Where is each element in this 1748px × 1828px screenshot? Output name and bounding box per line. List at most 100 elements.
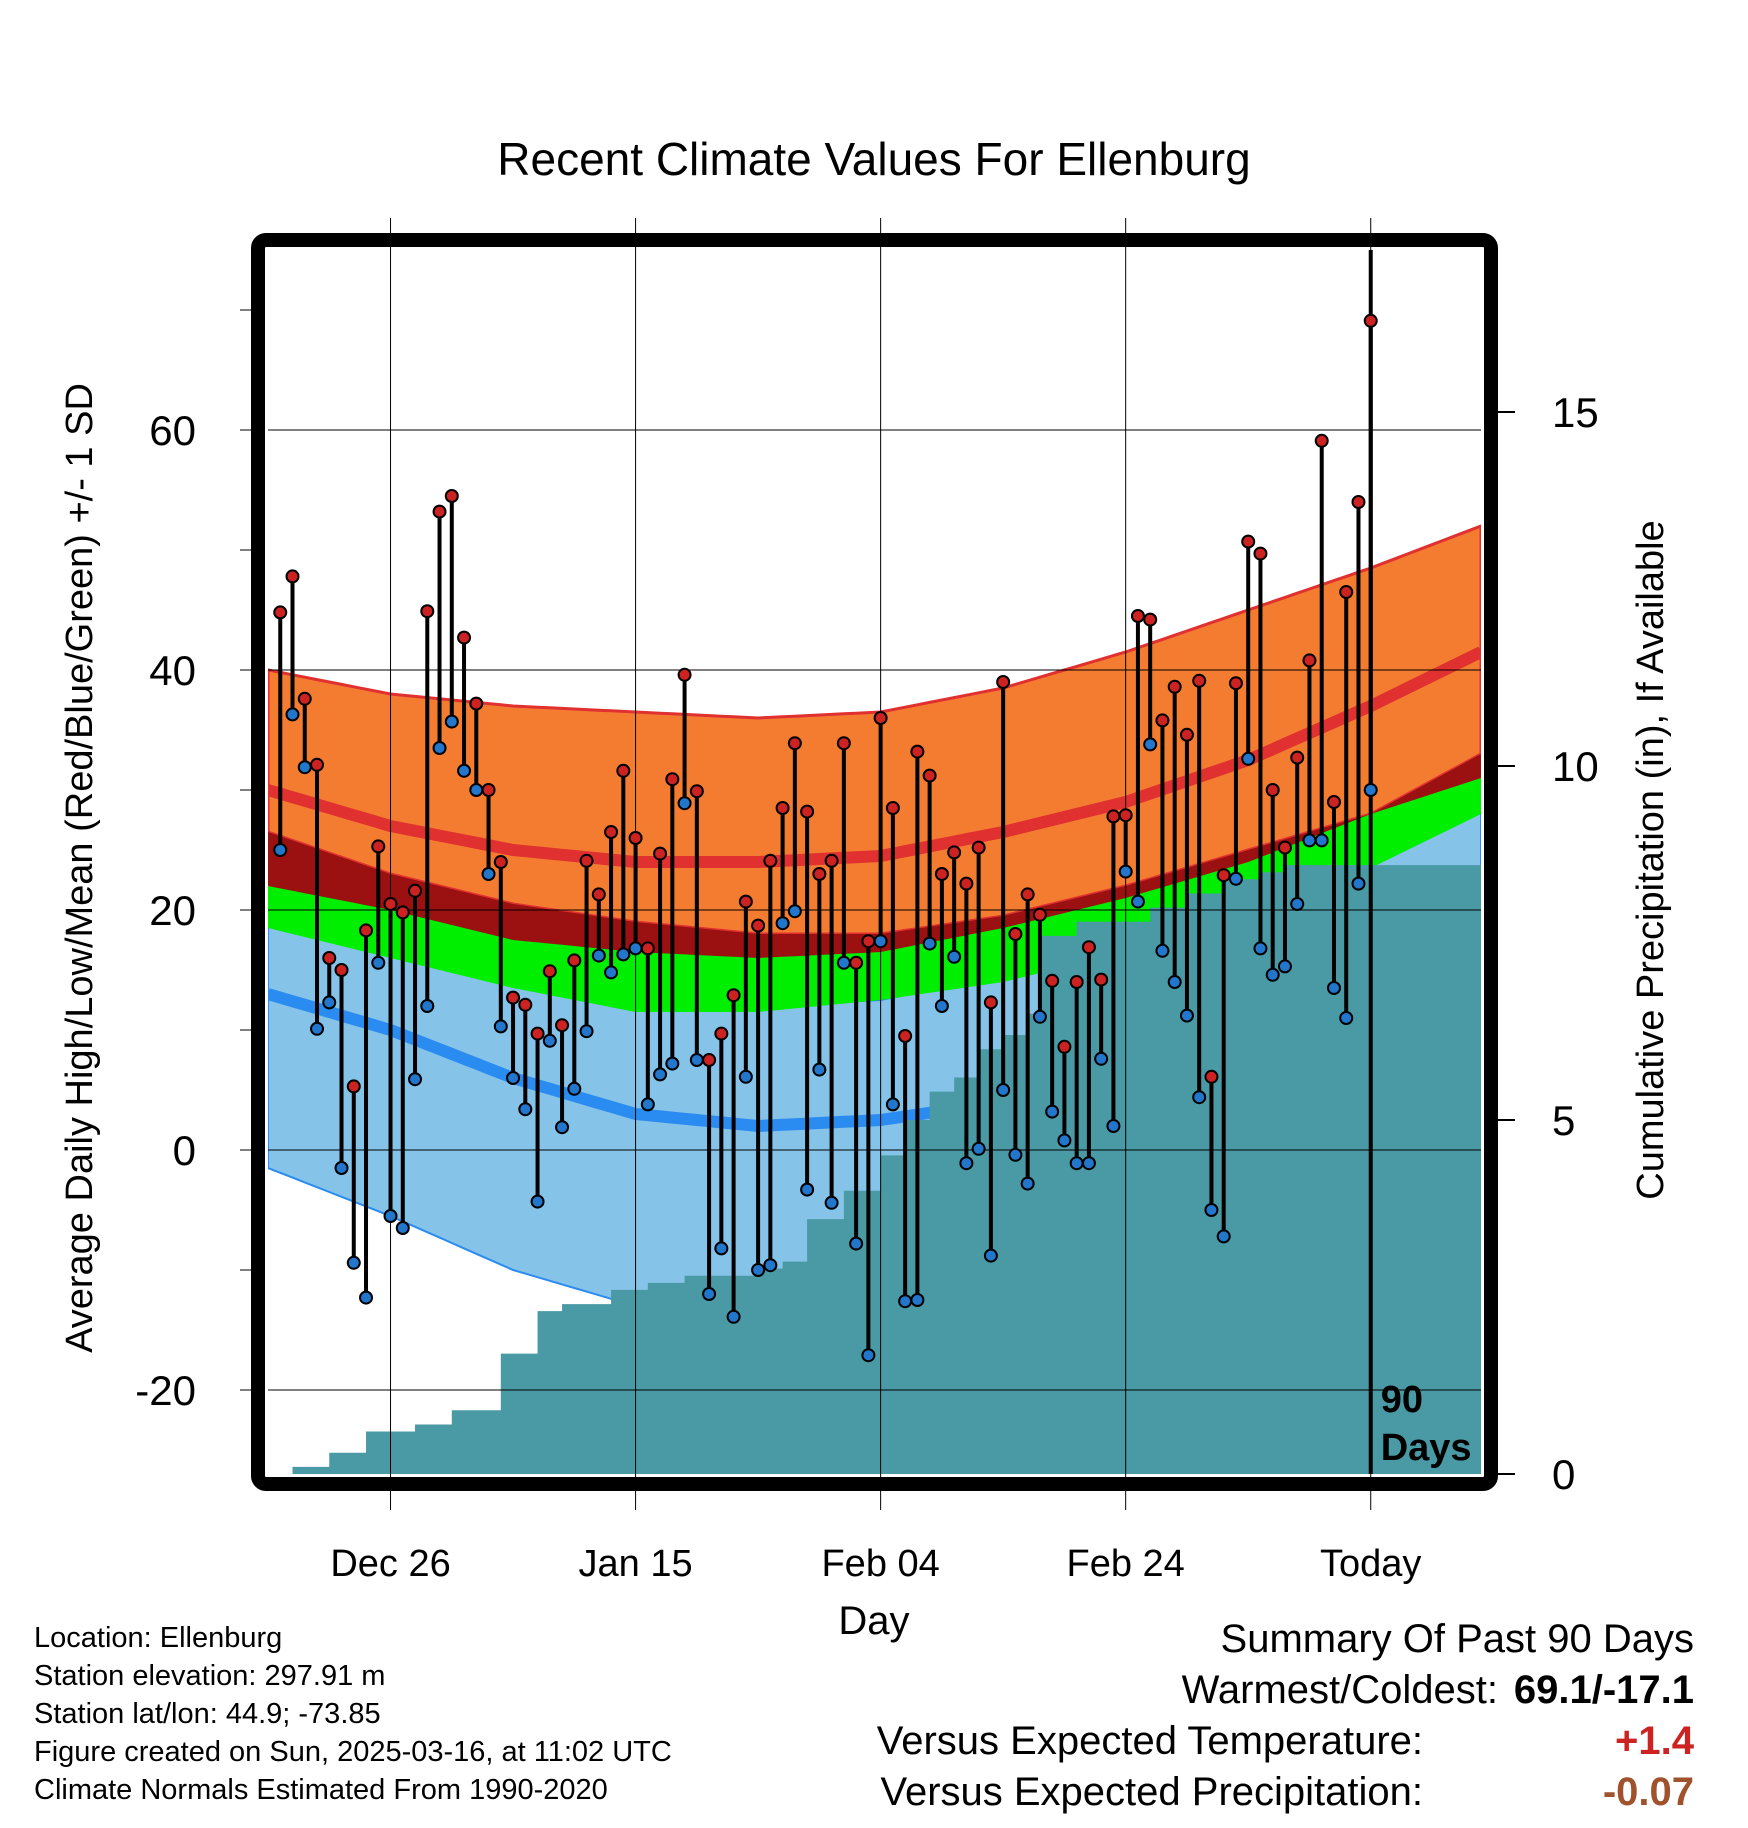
daily-low-point xyxy=(481,867,496,881)
daily-low-point xyxy=(812,1062,827,1077)
plot-frame xyxy=(251,233,1498,1491)
daily-low-point xyxy=(420,999,435,1013)
footer-latlon: Station lat/lon: 44.9; -73.85 xyxy=(34,1698,381,1730)
daily-low-point xyxy=(653,1067,668,1082)
daily-low-point xyxy=(959,1156,974,1171)
daily-high-point xyxy=(689,784,704,799)
warmest-coldest-label: Warmest/Coldest: xyxy=(1181,1668,1498,1712)
daily-high-point xyxy=(506,990,521,1005)
daily-high-point xyxy=(1069,975,1084,989)
precip-vs-expected-value: -0.07 xyxy=(1602,1770,1694,1814)
daily-low-point xyxy=(689,1053,704,1067)
daily-high-point xyxy=(971,840,986,855)
daily-high-point xyxy=(395,905,410,920)
y-tick-label: 20 xyxy=(149,887,196,934)
daily-low-point xyxy=(1290,897,1305,911)
x-tick-label: Feb 24 xyxy=(1067,1543,1185,1585)
daily-low-point xyxy=(432,741,447,755)
daily-low-point xyxy=(1155,943,1170,958)
y-tick-label: 0 xyxy=(173,1127,196,1174)
daily-high-point xyxy=(1081,940,1096,955)
daily-low-point xyxy=(285,707,300,722)
daily-low-point xyxy=(334,1161,349,1175)
daily-high-point xyxy=(1094,972,1109,987)
daily-high-point xyxy=(1020,887,1035,902)
daily-high-point xyxy=(1228,676,1243,691)
y2-tick-label: 0 xyxy=(1552,1451,1575,1498)
daily-high-point xyxy=(1351,495,1366,509)
daily-high-point xyxy=(1302,653,1317,668)
daily-low-point xyxy=(702,1287,717,1301)
daily-high-point xyxy=(310,757,325,772)
daily-low-point xyxy=(836,955,851,970)
daily-low-point xyxy=(616,947,631,962)
daily-low-point xyxy=(408,1072,423,1087)
daily-high-point xyxy=(787,736,802,751)
daily-low-point xyxy=(1253,941,1268,956)
warmest-coldest-value: 69.1/-17.1 xyxy=(1513,1668,1694,1712)
x-tick-label: Jan 15 xyxy=(579,1543,693,1585)
daily-high-point xyxy=(959,876,974,891)
daily-high-point xyxy=(542,964,557,979)
daily-high-point xyxy=(1277,840,1292,855)
daily-high-point xyxy=(1253,546,1268,561)
daily-high-point xyxy=(1290,750,1305,765)
daily-low-point xyxy=(677,796,692,811)
daily-high-point xyxy=(1265,783,1280,797)
daily-low-point xyxy=(273,843,288,857)
daily-high-point xyxy=(567,953,582,968)
daily-low-point xyxy=(591,948,606,963)
daily-low-point xyxy=(726,1309,741,1324)
daily-high-point xyxy=(420,604,435,619)
daily-low-point xyxy=(346,1255,361,1270)
daily-high-point xyxy=(1179,727,1194,742)
daily-high-point xyxy=(1204,1069,1219,1084)
daily-low-point xyxy=(444,714,459,729)
daily-low-point xyxy=(1094,1051,1109,1066)
daily-high-point xyxy=(1192,673,1207,688)
daily-low-point xyxy=(1241,751,1256,766)
daily-low-point xyxy=(1020,1176,1035,1191)
daily-high-point xyxy=(934,867,949,881)
daily-low-point xyxy=(1216,1229,1231,1244)
daily-high-point xyxy=(1216,868,1231,883)
daily-high-point xyxy=(824,853,839,868)
daily-high-point xyxy=(359,923,374,938)
daily-high-point xyxy=(1008,927,1023,941)
daily-high-point xyxy=(873,711,888,725)
today-window-label: 90 xyxy=(1381,1379,1423,1421)
x-tick-label: Feb 04 xyxy=(821,1543,939,1585)
plot-border xyxy=(251,233,1498,1491)
daily-high-point xyxy=(628,831,643,845)
daily-high-point xyxy=(836,736,851,751)
x-axis-label: Day xyxy=(838,1599,909,1643)
high-sd-band xyxy=(268,524,1481,936)
temp-vs-expected-label: Versus Expected Temperature: xyxy=(876,1719,1423,1763)
daily-low-point xyxy=(1069,1156,1084,1171)
daily-high-point xyxy=(1241,534,1256,549)
daily-high-point xyxy=(371,839,386,854)
daily-high-point xyxy=(775,801,790,815)
overlap-band xyxy=(268,754,1481,1006)
footer-normals: Climate Normals Estimated From 1990-2020 xyxy=(34,1774,608,1806)
daily-low-point xyxy=(1032,1009,1047,1024)
daily-low-point xyxy=(469,783,484,797)
daily-high-point xyxy=(1155,713,1170,728)
daily-low-point xyxy=(1314,833,1329,848)
daily-low-point xyxy=(1008,1147,1023,1162)
daily-low-point xyxy=(787,904,802,919)
daily-high-point xyxy=(322,951,337,965)
daily-low-point xyxy=(322,995,337,1010)
daily-low-point xyxy=(530,1194,545,1209)
daily-high-point xyxy=(726,988,741,1003)
daily-low-point xyxy=(873,934,888,949)
daily-low-point xyxy=(971,1141,986,1156)
daily-low-point xyxy=(1277,959,1292,974)
y-tick-label: -20 xyxy=(135,1367,196,1414)
daily-high-point xyxy=(910,744,925,759)
daily-high-point xyxy=(273,605,288,620)
daily-high-point xyxy=(457,630,472,645)
daily-high-point xyxy=(665,772,680,787)
daily-high-point xyxy=(653,846,668,861)
